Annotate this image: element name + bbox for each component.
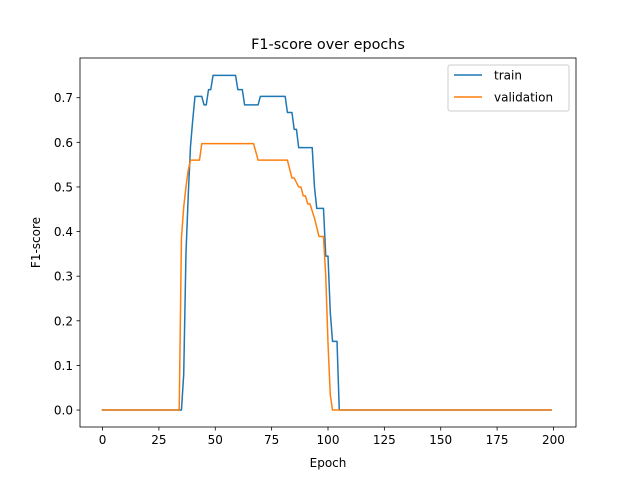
series-line-validation bbox=[101, 142, 552, 411]
series-line-train bbox=[101, 74, 552, 411]
legend: train validation bbox=[447, 64, 570, 112]
y-tick-label: 0.3 bbox=[54, 270, 73, 284]
y-tick-label: 0.4 bbox=[54, 225, 73, 239]
plot-area bbox=[101, 74, 552, 411]
x-axis-label: Epoch bbox=[310, 456, 347, 470]
x-axis-ticks: 0 25 50 75 100 125 150 175 200 bbox=[99, 427, 565, 447]
y-axis-ticks: 0.0 0.1 0.2 0.3 0.4 0.5 0.6 0.7 bbox=[54, 91, 80, 418]
x-tick-label: 100 bbox=[317, 433, 340, 447]
y-tick-label: 0.1 bbox=[54, 359, 73, 373]
y-tick-label: 0.0 bbox=[54, 404, 73, 418]
y-tick-label: 0.7 bbox=[54, 91, 73, 105]
y-axis-label: F1-score bbox=[29, 217, 43, 268]
x-tick-label: 175 bbox=[486, 433, 509, 447]
y-tick-label: 0.5 bbox=[54, 180, 73, 194]
y-tick-label: 0.2 bbox=[54, 314, 73, 328]
x-tick-label: 125 bbox=[373, 433, 396, 447]
x-tick-label: 200 bbox=[542, 433, 565, 447]
legend-label-validation: validation bbox=[494, 91, 553, 105]
legend-box bbox=[447, 64, 570, 112]
y-tick-label: 0.6 bbox=[54, 136, 73, 150]
legend-label-train: train bbox=[494, 69, 522, 83]
x-tick-label: 75 bbox=[264, 433, 279, 447]
x-tick-label: 25 bbox=[151, 433, 166, 447]
x-tick-label: 150 bbox=[429, 433, 452, 447]
chart-title: F1-score over epochs bbox=[251, 37, 405, 53]
x-tick-label: 0 bbox=[99, 433, 107, 447]
x-tick-label: 50 bbox=[208, 433, 223, 447]
